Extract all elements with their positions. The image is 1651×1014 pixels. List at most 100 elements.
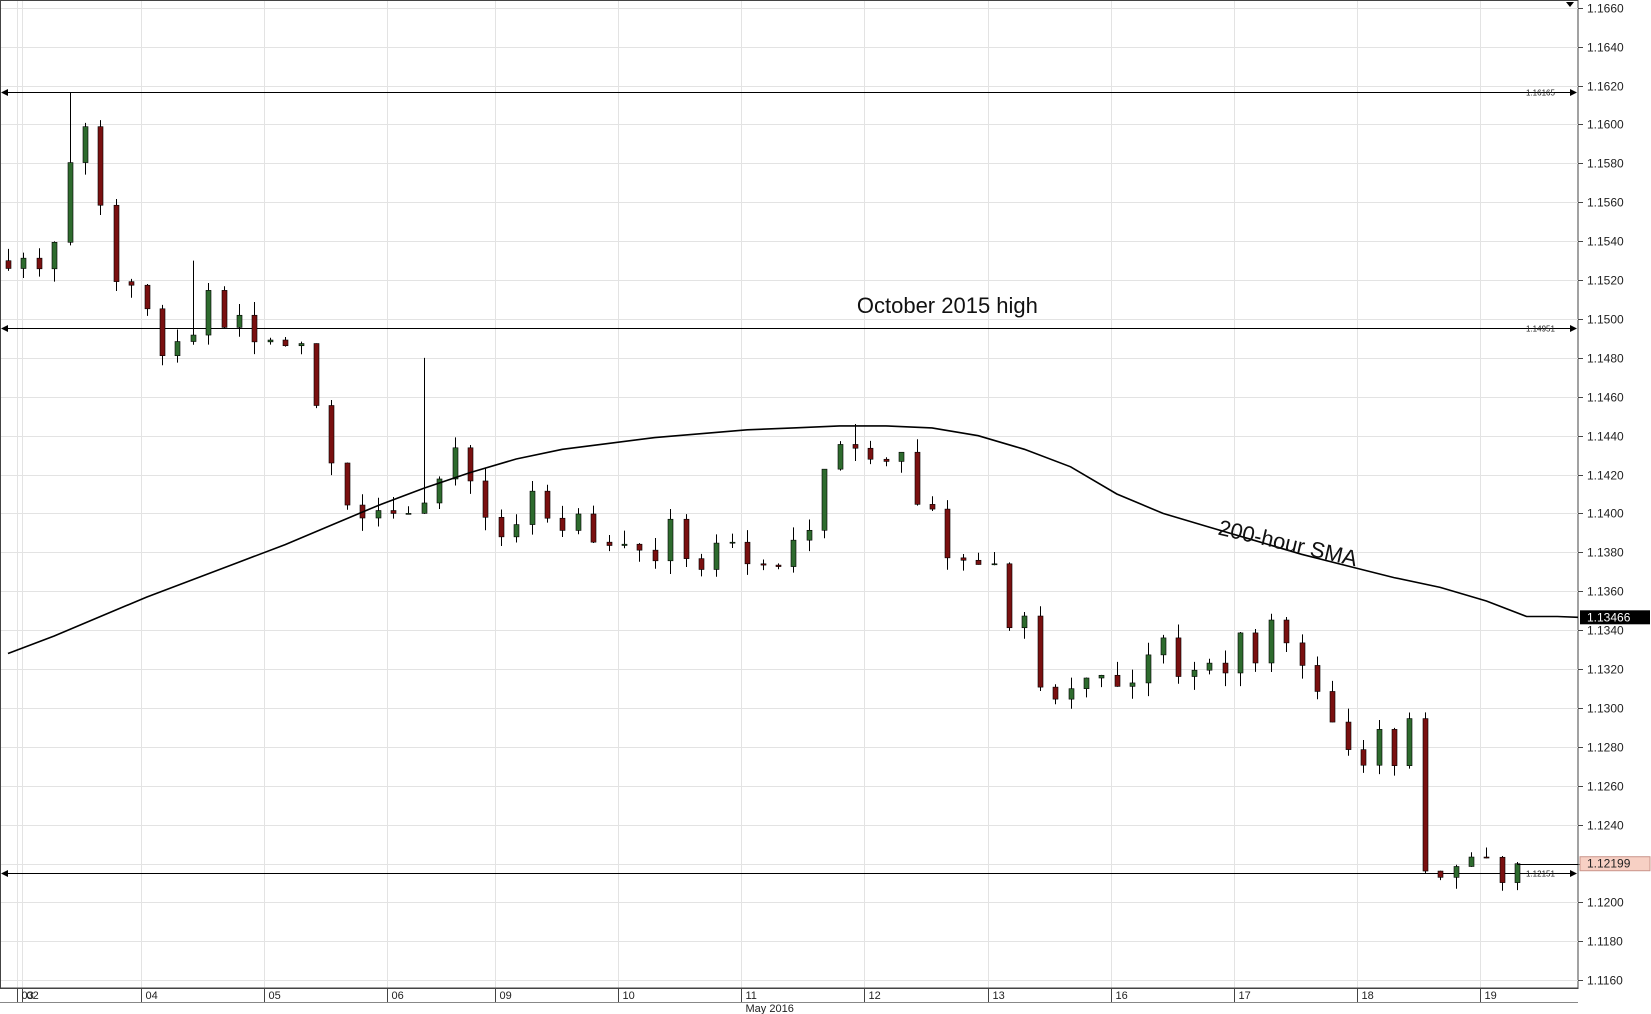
candle-body xyxy=(5,260,12,269)
candle-body xyxy=(1329,691,1336,723)
x-tick-label: 17 xyxy=(1239,990,1251,1002)
candle-body xyxy=(251,314,258,343)
annotations: October 2015 high 200-hour SMA xyxy=(857,293,1360,571)
candle-body xyxy=(944,508,951,559)
candle-body xyxy=(575,513,582,531)
y-tick-label: 1.1480 xyxy=(1587,352,1624,366)
candle-body xyxy=(975,559,982,565)
y-tick-label: 1.1440 xyxy=(1587,430,1624,444)
candle-body xyxy=(529,490,536,525)
candle-body xyxy=(36,257,43,270)
x-tick-label: 16 xyxy=(1116,990,1128,1002)
plot-frame xyxy=(0,0,1579,989)
y-tick-label: 1.1280 xyxy=(1587,741,1624,755)
candle-body xyxy=(82,126,89,163)
sma-value-tag xyxy=(1580,610,1650,625)
candle-body xyxy=(282,339,289,347)
y-tick-label: 1.1160 xyxy=(1587,974,1623,988)
y-axis: 1.1660 1.1640 1.1620 1.1600 1.1580 1.1560 1.15… xyxy=(1578,2,1624,988)
candle-body xyxy=(883,458,890,462)
candle-body xyxy=(97,126,104,206)
x-tick-label: 11 xyxy=(746,990,757,1002)
x-tick-label: 12 xyxy=(869,990,881,1002)
candle-body xyxy=(128,281,135,286)
candle-body xyxy=(1068,688,1075,700)
candle-body xyxy=(1129,682,1136,687)
candle-body xyxy=(1453,866,1460,878)
candle-body xyxy=(421,502,428,514)
candle-body xyxy=(914,451,921,505)
candle-body xyxy=(775,564,782,567)
candle-body xyxy=(790,539,797,567)
candle-body xyxy=(1191,669,1198,677)
x-tick-label: 13 xyxy=(993,990,1005,1002)
candle-body xyxy=(174,341,181,357)
candle-body xyxy=(729,541,736,544)
candle-body xyxy=(1514,863,1521,883)
candle-body xyxy=(1098,674,1105,679)
candle-body xyxy=(1206,662,1213,671)
candle-body xyxy=(1345,721,1352,750)
level-arrow-left xyxy=(1,870,8,877)
candle-body xyxy=(1376,729,1383,766)
candle-body xyxy=(1499,856,1506,883)
candle-body xyxy=(20,257,27,269)
x-month-label: May 2016 xyxy=(746,1003,794,1014)
candle-body xyxy=(698,558,705,570)
x-tick-label: 18 xyxy=(1362,990,1374,1002)
y-tick-label: 1.1380 xyxy=(1587,546,1624,560)
candle-body xyxy=(1037,615,1044,688)
candle-body xyxy=(298,343,305,347)
candle-body xyxy=(1268,619,1275,664)
candle-body xyxy=(313,343,320,406)
sma-value-label: 1.13466 xyxy=(1587,610,1631,624)
candle-body xyxy=(67,162,74,243)
y-tick-label: 1.1520 xyxy=(1587,274,1624,288)
x-tick-label: 10 xyxy=(623,990,635,1002)
candle-body xyxy=(744,541,751,565)
candle-body xyxy=(452,447,459,480)
candle-body xyxy=(590,513,597,543)
candle-body xyxy=(1006,563,1013,629)
y-tick-label: 1.1620 xyxy=(1587,80,1624,94)
y-tick-label: 1.1180 xyxy=(1587,935,1623,949)
candle-body xyxy=(713,542,720,570)
candle-body xyxy=(498,517,505,538)
y-tick-label: 1.1500 xyxy=(1587,313,1624,327)
candle-body xyxy=(806,529,813,541)
level-arrow-left xyxy=(1,325,8,332)
candlesticks xyxy=(5,92,1521,891)
y-tick-label: 1.1640 xyxy=(1587,41,1624,55)
level-arrow-right xyxy=(1570,325,1577,332)
candle-body xyxy=(1222,662,1229,674)
candle-body xyxy=(1252,632,1259,664)
candle-body xyxy=(1391,729,1398,766)
candle-body xyxy=(760,563,767,566)
y-tick-label: 1.1560 xyxy=(1587,196,1624,210)
candle-body xyxy=(606,541,613,546)
candle-body xyxy=(1468,856,1475,867)
candle-body xyxy=(1422,718,1429,872)
october-2015-high-label: October 2015 high xyxy=(857,293,1038,318)
candle-body xyxy=(344,462,351,506)
y-tick-label: 1.1420 xyxy=(1587,469,1624,483)
sma-line xyxy=(7,425,1579,655)
y-tick-label: 1.1400 xyxy=(1587,507,1624,521)
grid-lines xyxy=(0,0,1579,989)
candle-body xyxy=(1175,637,1182,677)
candle-body xyxy=(51,241,58,270)
candle-body xyxy=(1083,677,1090,689)
candle-body xyxy=(1299,642,1306,666)
candle-body xyxy=(375,510,382,519)
candle-body xyxy=(267,339,274,343)
candle-body xyxy=(1145,654,1152,684)
candle-body xyxy=(1160,637,1167,656)
candle-body xyxy=(144,284,151,310)
y-tick-label: 1.1360 xyxy=(1587,585,1624,599)
candle-body xyxy=(544,490,551,519)
candle-body xyxy=(621,543,628,546)
level-label: 1.12151 xyxy=(1526,870,1555,879)
candle-body xyxy=(1314,665,1321,692)
candle-body xyxy=(852,444,859,449)
y-tick-label: 1.1660 xyxy=(1587,2,1624,16)
